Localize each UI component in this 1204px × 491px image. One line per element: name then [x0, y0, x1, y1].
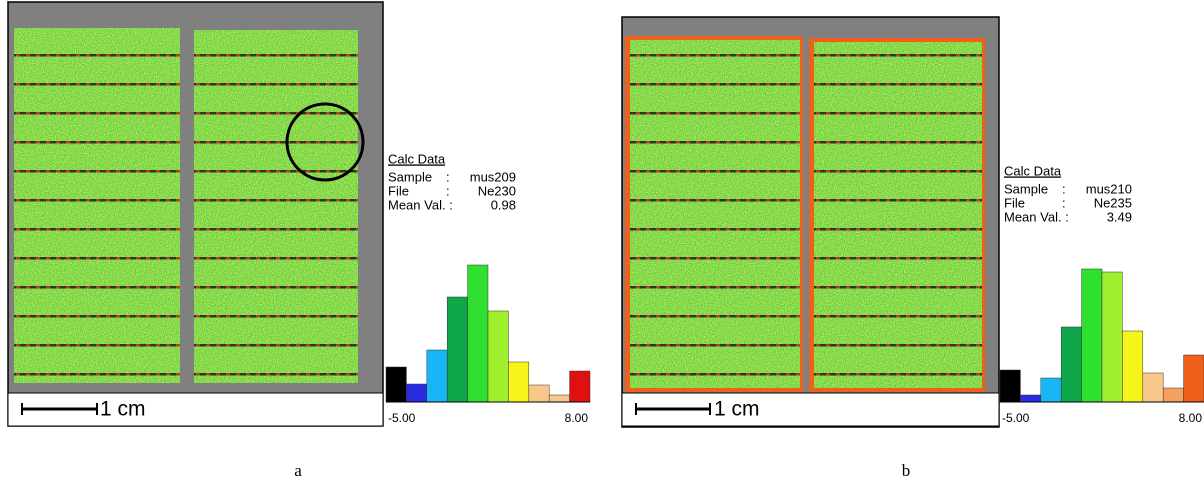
info-value: 0.98 — [491, 197, 516, 212]
hist-bar — [1081, 268, 1103, 403]
info-value: 3.49 — [1107, 209, 1132, 224]
hist-bar — [1060, 326, 1082, 403]
hist-bar — [569, 370, 591, 403]
hist-bar — [508, 361, 530, 403]
info-label: File — [388, 183, 409, 198]
hist-bar — [406, 383, 428, 403]
hist-bar — [1020, 394, 1042, 403]
hist-bar — [385, 366, 407, 403]
info-label: Sample — [388, 169, 432, 184]
hist-bar — [999, 369, 1021, 403]
panel-caption: b — [902, 461, 911, 480]
info-label: Mean Val. : — [388, 197, 453, 212]
info-value: Ne235 — [1094, 195, 1132, 210]
hist-bar — [1162, 387, 1184, 403]
hist-max: 8.00 — [1179, 411, 1203, 425]
highlight-circle — [285, 102, 365, 182]
info-value: Ne230 — [478, 183, 516, 198]
info-sep: : — [446, 169, 450, 184]
info-sep: : — [446, 183, 450, 198]
stripes — [194, 30, 358, 383]
hist-bar — [487, 310, 509, 403]
calc-title: Calc Data — [1004, 163, 1062, 178]
info-label: Mean Val. : — [1004, 209, 1069, 224]
hist-bar — [1040, 377, 1062, 403]
hist-bar — [1183, 354, 1204, 403]
hist-bar — [467, 264, 489, 403]
calc-title: Calc Data — [388, 151, 446, 166]
info-label: Sample — [1004, 181, 1048, 196]
info-label: File — [1004, 195, 1025, 210]
hist-bar — [548, 394, 570, 403]
scale-label: 1 cm — [100, 398, 146, 421]
scale-label: 1 cm — [714, 398, 760, 421]
hist-max: 8.00 — [565, 411, 589, 425]
info-value: mus210 — [1086, 181, 1132, 196]
hist-bar — [426, 349, 448, 403]
hist-bar — [1122, 330, 1144, 403]
hist-bar — [528, 384, 550, 403]
stripes — [630, 40, 800, 388]
hist-bar — [1101, 271, 1123, 403]
info-sep: : — [1062, 195, 1066, 210]
stripes — [814, 42, 982, 388]
hist-bar — [446, 296, 468, 403]
panel-caption: a — [294, 461, 302, 480]
info-sep: : — [1062, 181, 1066, 196]
hist-bar — [1142, 372, 1164, 403]
stripes — [14, 28, 180, 383]
hist-min: -5.00 — [1002, 411, 1030, 425]
info-value: mus209 — [470, 169, 516, 184]
hist-min: -5.00 — [388, 411, 416, 425]
